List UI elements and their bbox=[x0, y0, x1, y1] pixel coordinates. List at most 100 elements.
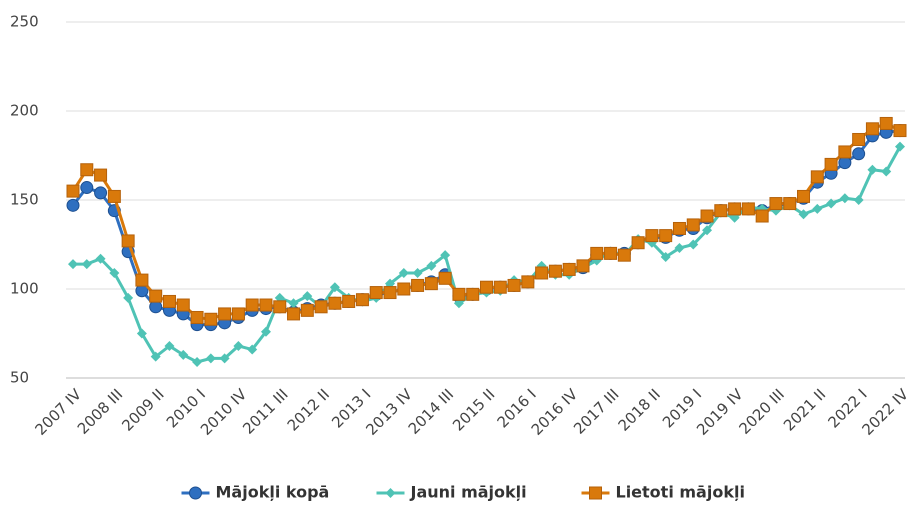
point bbox=[66, 198, 80, 212]
point bbox=[355, 293, 369, 307]
point bbox=[369, 286, 383, 300]
point bbox=[838, 145, 852, 159]
point bbox=[314, 300, 328, 314]
x-tick-label: 2011 III bbox=[239, 385, 291, 437]
point bbox=[879, 116, 893, 130]
point bbox=[94, 186, 108, 200]
point bbox=[660, 251, 671, 262]
point bbox=[302, 291, 313, 302]
point bbox=[288, 298, 299, 309]
point bbox=[480, 280, 493, 294]
point bbox=[94, 168, 108, 182]
point bbox=[81, 259, 92, 270]
x-tick-label: 2017 III bbox=[570, 385, 622, 437]
point bbox=[135, 273, 149, 287]
point bbox=[247, 344, 258, 355]
point bbox=[810, 170, 824, 184]
point bbox=[590, 246, 604, 260]
x-tick-label: 2022 IV bbox=[859, 385, 913, 439]
point bbox=[824, 157, 838, 171]
point bbox=[260, 326, 271, 337]
point bbox=[493, 280, 507, 294]
x-tick-label: 2008 III bbox=[74, 385, 126, 437]
point bbox=[576, 259, 590, 273]
point bbox=[839, 193, 850, 204]
point bbox=[895, 141, 905, 152]
series bbox=[66, 124, 907, 332]
point bbox=[189, 486, 202, 500]
point bbox=[204, 312, 218, 326]
point bbox=[714, 204, 728, 218]
point bbox=[162, 294, 176, 308]
point bbox=[783, 197, 797, 211]
point bbox=[881, 166, 892, 177]
point bbox=[797, 189, 811, 203]
point bbox=[591, 255, 602, 266]
point bbox=[755, 209, 769, 223]
y-tick-label: 50 bbox=[10, 369, 29, 387]
x-tick-label: 2021 II bbox=[780, 385, 829, 434]
point bbox=[728, 202, 742, 216]
point bbox=[328, 296, 342, 310]
point bbox=[769, 197, 783, 211]
point bbox=[604, 246, 618, 260]
point bbox=[383, 286, 397, 300]
x-tick-label: 2009 II bbox=[118, 385, 167, 434]
series bbox=[66, 116, 907, 326]
point bbox=[521, 275, 535, 289]
point bbox=[385, 488, 396, 498]
point bbox=[149, 289, 163, 303]
x-tick-label: 2012 II bbox=[284, 385, 333, 434]
point bbox=[438, 271, 452, 285]
point bbox=[231, 307, 245, 321]
x-tick-label: 2016 IV bbox=[528, 385, 582, 439]
point bbox=[273, 300, 287, 314]
point bbox=[412, 267, 423, 278]
x-tick-label: 2015 II bbox=[449, 385, 498, 434]
point bbox=[535, 266, 549, 280]
x-tick-label: 2010 IV bbox=[197, 385, 251, 439]
point bbox=[798, 209, 809, 220]
x-tick-label: 2020 III bbox=[735, 385, 787, 437]
point bbox=[95, 253, 106, 264]
x-tick-label: 2018 II bbox=[615, 385, 664, 434]
point bbox=[219, 353, 230, 364]
point bbox=[80, 181, 94, 195]
point bbox=[190, 310, 204, 324]
series bbox=[68, 141, 905, 367]
point bbox=[548, 264, 562, 278]
legend-label: Jauni mājokļi bbox=[410, 483, 527, 502]
point bbox=[80, 163, 94, 177]
point bbox=[398, 267, 409, 278]
point bbox=[867, 164, 878, 175]
point bbox=[702, 225, 713, 236]
point bbox=[674, 243, 685, 254]
point bbox=[631, 236, 645, 250]
point bbox=[300, 303, 314, 317]
point bbox=[659, 229, 673, 243]
point bbox=[589, 486, 602, 500]
point bbox=[893, 124, 907, 138]
point bbox=[411, 278, 425, 292]
y-tick-label: 100 bbox=[10, 280, 39, 298]
point bbox=[865, 122, 879, 136]
point bbox=[259, 298, 273, 312]
point bbox=[123, 292, 134, 303]
point bbox=[686, 218, 700, 232]
point bbox=[466, 287, 480, 301]
point bbox=[426, 260, 437, 271]
point bbox=[287, 307, 301, 321]
point bbox=[218, 307, 232, 321]
point bbox=[245, 298, 259, 312]
point bbox=[812, 203, 823, 214]
y-tick-label: 200 bbox=[10, 102, 39, 120]
x-tick-label: 2014 III bbox=[405, 385, 457, 437]
point bbox=[192, 356, 203, 367]
point bbox=[645, 229, 659, 243]
point bbox=[452, 287, 466, 301]
point bbox=[109, 267, 120, 278]
point bbox=[342, 294, 356, 308]
point bbox=[741, 202, 755, 216]
y-tick-label: 250 bbox=[10, 13, 39, 31]
